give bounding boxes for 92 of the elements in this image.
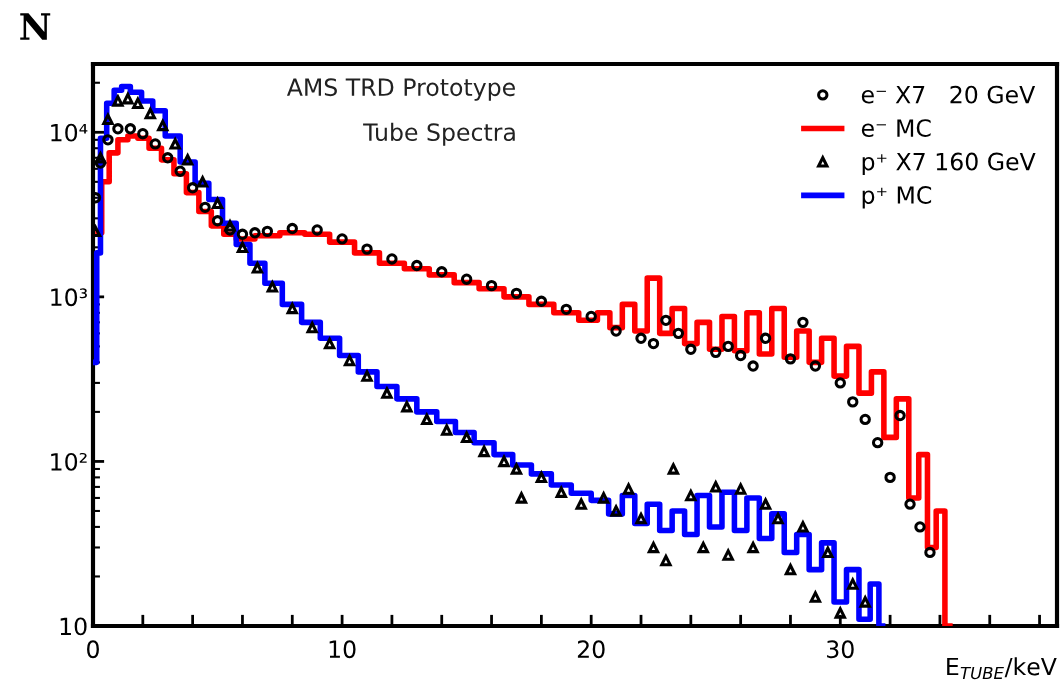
point [149,138,161,150]
point [323,337,336,350]
point [734,349,747,362]
point [685,343,697,356]
point [884,471,896,484]
point [286,302,298,315]
point [306,321,318,334]
point [211,215,224,227]
y-tick-label: 10³ [51,288,87,307]
point [186,182,199,194]
point [635,512,647,525]
point [102,134,114,146]
point [534,469,548,484]
point [477,443,491,458]
point [131,95,145,110]
point [834,377,846,389]
point [871,436,884,449]
point [660,314,672,327]
point [710,346,722,359]
y-tick-label: 10² [51,452,87,471]
point [610,325,622,337]
point [535,295,548,307]
point [647,541,660,554]
legend-label: e⁻ MC [861,119,931,137]
x-tick-label: 0 [87,640,99,659]
point [361,243,373,255]
point [311,224,323,236]
point [859,413,871,426]
annotation: Tube Spectra [363,122,515,146]
point [157,119,169,132]
point [174,165,186,177]
point [635,332,647,344]
point [672,327,685,340]
point [894,409,906,422]
point [722,340,734,353]
point [660,554,672,567]
y-tick-label: 10 [60,617,87,636]
point [199,201,211,214]
point [784,353,797,365]
point [685,489,697,502]
point [94,157,107,169]
x-tick-label: 10 [329,640,356,659]
point [697,541,709,554]
point [772,512,784,525]
point [554,484,568,498]
annotation: AMS TRD Prototype [286,78,515,101]
point [510,287,523,300]
point [436,266,448,278]
point [847,396,859,408]
point [224,224,236,236]
point [286,222,298,235]
point [460,273,473,285]
point [821,544,835,559]
legend-label: e⁻ X7 20 GeV [861,85,1036,104]
point [101,111,115,125]
point [485,279,498,292]
point [162,152,174,164]
point [585,310,597,323]
point [904,498,916,510]
point [797,316,809,329]
point [747,541,759,554]
x-tick-label: 30 [827,640,854,659]
point [336,233,348,245]
legend-label: p⁺ X7 160 GeV [862,152,1036,176]
point [411,259,423,272]
point [460,429,474,444]
point [914,521,926,533]
y-tick-label: 10⁴ [51,123,88,142]
point [343,354,356,367]
point [747,360,759,372]
point [236,241,249,254]
point [124,123,137,135]
point [420,411,434,426]
x-axis-title: E$_{TUBE}$/keV [947,657,1057,680]
legend-label: p⁺ MC [862,186,932,209]
point [137,128,149,140]
point [211,195,225,210]
point [144,107,156,120]
point [924,546,936,559]
point [498,455,510,468]
point [759,332,772,344]
point [386,253,398,265]
point [261,225,274,238]
point [647,337,660,350]
point [809,360,822,372]
point [249,227,261,239]
x-tick-label: 20 [577,640,605,659]
point [112,123,124,135]
point [236,228,249,240]
y-axis-title: N [20,13,51,40]
point [784,563,797,576]
point [560,303,572,316]
